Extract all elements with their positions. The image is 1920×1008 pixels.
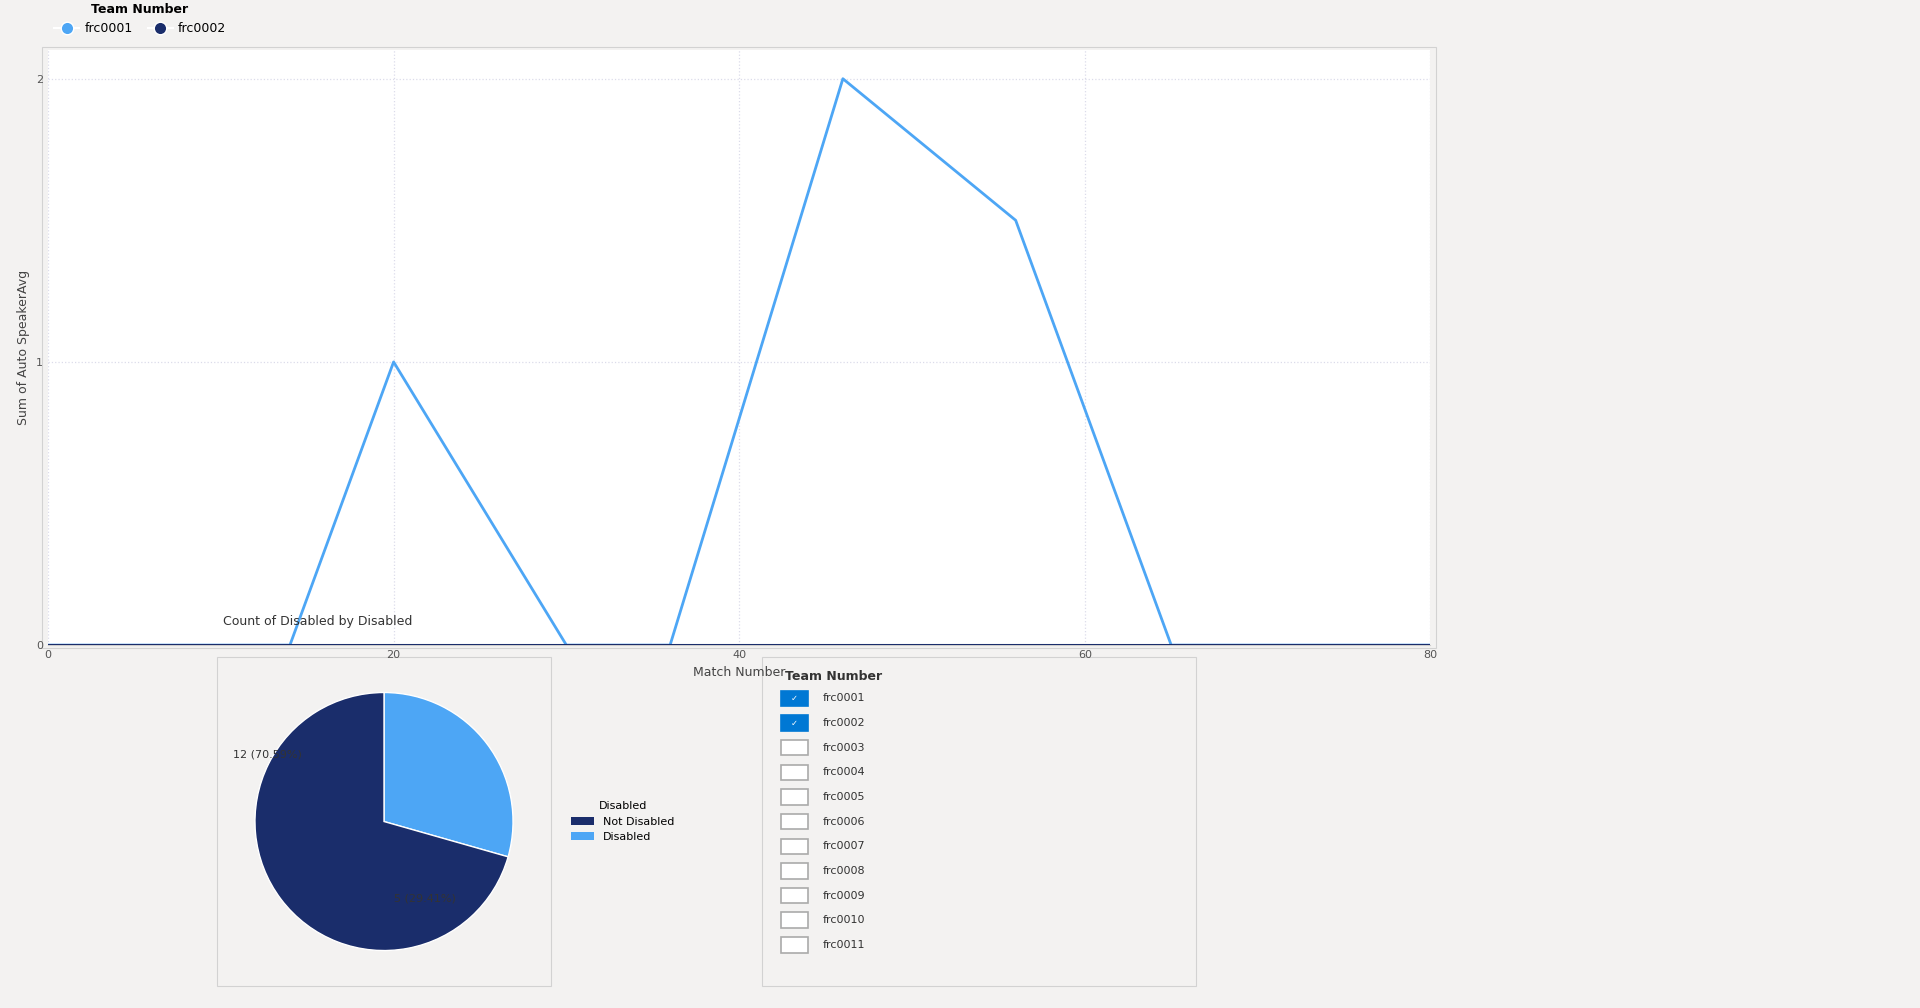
FancyBboxPatch shape	[781, 839, 808, 854]
Text: frc0005: frc0005	[824, 792, 866, 802]
Text: frc0004: frc0004	[824, 767, 866, 777]
FancyBboxPatch shape	[781, 765, 808, 780]
FancyBboxPatch shape	[781, 740, 808, 755]
FancyBboxPatch shape	[781, 690, 808, 707]
Text: ✓: ✓	[791, 719, 799, 728]
Wedge shape	[255, 692, 509, 951]
Legend: frc0001, frc0002: frc0001, frc0002	[54, 3, 227, 35]
Text: 12 (70.59%): 12 (70.59%)	[234, 749, 301, 759]
FancyBboxPatch shape	[781, 888, 808, 903]
FancyBboxPatch shape	[781, 813, 808, 830]
Legend: Not Disabled, Disabled: Not Disabled, Disabled	[566, 796, 678, 847]
FancyBboxPatch shape	[781, 863, 808, 879]
Text: frc0009: frc0009	[824, 890, 866, 900]
Text: Count of Disabled by Disabled: Count of Disabled by Disabled	[223, 615, 413, 628]
FancyBboxPatch shape	[781, 716, 808, 731]
Text: frc0010: frc0010	[824, 915, 866, 925]
FancyBboxPatch shape	[781, 937, 808, 953]
FancyBboxPatch shape	[781, 912, 808, 928]
FancyBboxPatch shape	[781, 789, 808, 804]
Text: Team Number: Team Number	[785, 670, 881, 682]
Text: frc0011: frc0011	[824, 939, 866, 950]
Text: 5 (29.41%): 5 (29.41%)	[394, 893, 457, 903]
X-axis label: Match Number: Match Number	[693, 665, 785, 678]
Wedge shape	[384, 692, 513, 857]
Y-axis label: Sum of Auto SpeakerAvg: Sum of Auto SpeakerAvg	[17, 270, 31, 425]
Text: frc0008: frc0008	[824, 866, 866, 876]
Text: frc0006: frc0006	[824, 816, 866, 827]
Text: frc0007: frc0007	[824, 842, 866, 852]
Text: frc0002: frc0002	[824, 718, 866, 728]
Text: ✓: ✓	[791, 694, 799, 703]
Text: frc0001: frc0001	[824, 694, 866, 704]
Text: frc0003: frc0003	[824, 743, 866, 753]
